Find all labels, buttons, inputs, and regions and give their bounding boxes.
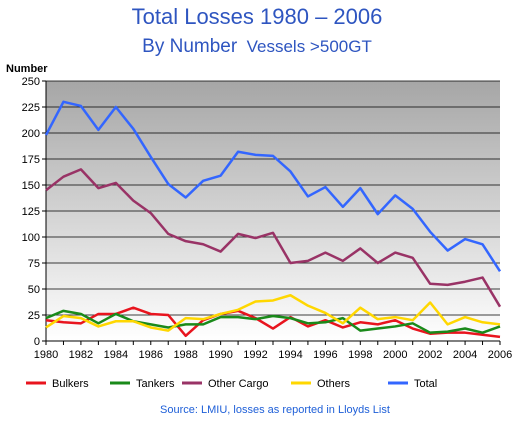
chart-subtitle-main: By Number [142,36,238,57]
source-note: Source: LMIU, losses as reported in Lloy… [160,404,390,416]
y-tick-labels: 0 25 50 75 100 125 150 175 200 225 250 [22,76,40,348]
legend-label: Bulkers [52,378,89,390]
gridlines [46,80,500,316]
y-tick-label: 50 [28,284,40,296]
legend-label: Others [317,378,351,390]
series-line-other-cargo [45,168,502,308]
chart-subtitle-detail: Vessels >500GT [247,37,372,56]
x-tick-label: 1990 [208,349,232,361]
y-axis-label: Number [6,63,48,75]
y-tick-label: 200 [22,128,40,140]
x-tick-label: 2006 [488,349,512,361]
x-tick-label: 1984 [104,349,128,361]
series-line-others [45,293,501,332]
y-tick-label: 225 [22,102,40,114]
x-tick-label: 1992 [243,349,267,361]
x-tick-label: 1996 [313,349,337,361]
x-tick-label: 1988 [173,349,197,361]
x-tick-label: 2002 [418,349,442,361]
x-tick-labels: 1980 1982 1984 1986 1988 1990 1992 1994 1996 1998… [34,349,512,361]
x-tick-label: 2000 [383,349,407,361]
x-tick-label: 2004 [453,349,477,361]
x-tick-label: 1982 [69,349,93,361]
series-lines [44,100,502,339]
legend: Bulkers Tankers Other Cargo Others Total [26,378,437,390]
series-line-tankers [45,309,501,334]
y-tick-label: 0 [34,336,40,348]
y-tick-label: 100 [22,232,40,244]
legend-label: Total [414,378,437,390]
x-tick-label: 1994 [278,349,302,361]
axes [42,80,501,345]
y-tick-label: 150 [22,180,40,192]
legend-label: Tankers [136,378,175,390]
series-line-total [44,100,502,272]
series-line-bulkers [45,306,501,339]
x-tick-label: 1998 [348,349,372,361]
chart-subtitle: By Number Vessels >500GT [142,36,372,57]
y-tick-label: 250 [22,76,40,88]
y-tick-label: 75 [28,258,40,270]
x-tick-label: 1986 [139,349,163,361]
legend-label: Other Cargo [208,378,269,390]
x-tick-label: 1980 [34,349,58,361]
chart-title: Total Losses 1980 – 2006 [132,4,383,29]
y-tick-label: 25 [28,310,40,322]
y-tick-label: 175 [22,154,40,166]
y-tick-label: 125 [22,206,40,218]
